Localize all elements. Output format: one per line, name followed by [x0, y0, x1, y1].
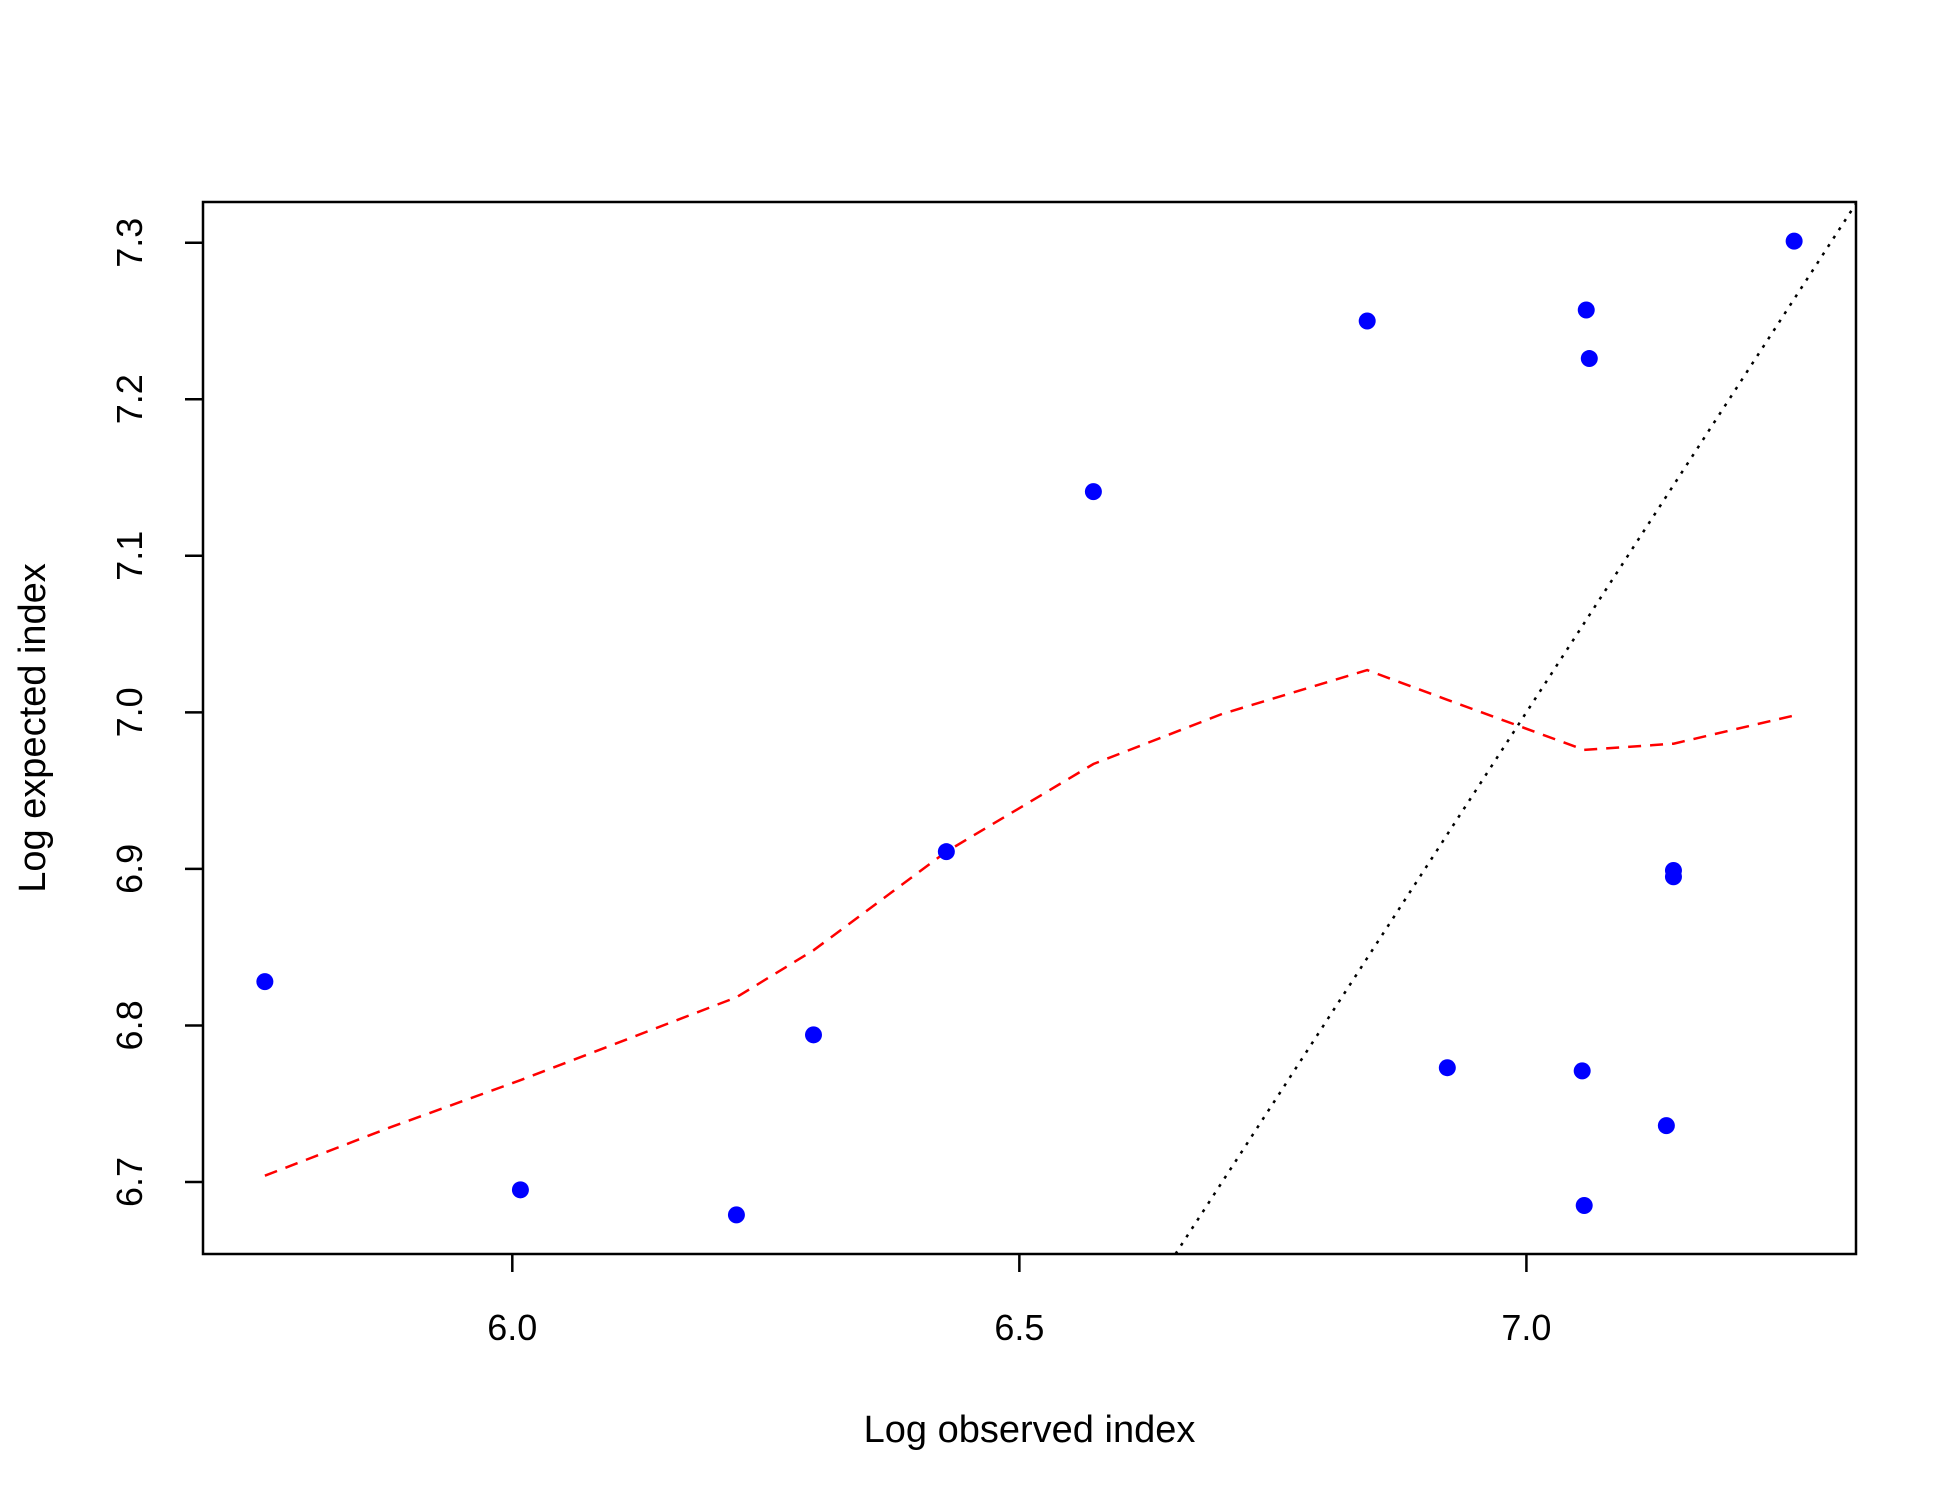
- y-tick-label: 6.9: [109, 844, 150, 894]
- data-point: [1573, 1062, 1591, 1080]
- x-tick-label: 6.0: [487, 1307, 537, 1348]
- reference-line: [1174, 202, 1856, 1254]
- data-point: [1084, 483, 1102, 501]
- y-tick-label: 7.0: [109, 687, 150, 737]
- y-axis-label: Log expected index: [12, 563, 54, 893]
- data-point: [1580, 350, 1598, 368]
- data-point: [1657, 1117, 1675, 1135]
- plot-frame: [201, 200, 1858, 1256]
- data-point: [511, 1181, 529, 1199]
- data-point: [937, 843, 955, 861]
- data-point: [256, 973, 274, 991]
- data-point: [1438, 1059, 1456, 1077]
- data-point: [1577, 301, 1595, 319]
- x-tick-label: 7.0: [1501, 1307, 1551, 1348]
- x-tick-label: 6.5: [994, 1307, 1044, 1348]
- data-point: [804, 1026, 822, 1044]
- data-point: [1358, 312, 1376, 330]
- data-point: [1785, 232, 1803, 250]
- y-tick-label: 6.7: [109, 1157, 150, 1207]
- smooth-trend-line: [264, 668, 1795, 1177]
- y-tick-label: 7.1: [109, 531, 150, 581]
- plot-area: [256, 202, 1856, 1254]
- y-tick-label: 7.2: [109, 374, 150, 424]
- axes: 6.0 6.5 7.0 6.7 6.8 6.9 7.0 7.1 7.2 7.3: [109, 218, 1551, 1348]
- data-point: [1575, 1196, 1593, 1214]
- x-axis-label: Log observed index: [864, 1409, 1196, 1451]
- y-tick-label: 7.3: [109, 218, 150, 268]
- data-point: [1664, 868, 1682, 886]
- y-tick-label: 6.8: [109, 1000, 150, 1050]
- data-point: [727, 1206, 745, 1224]
